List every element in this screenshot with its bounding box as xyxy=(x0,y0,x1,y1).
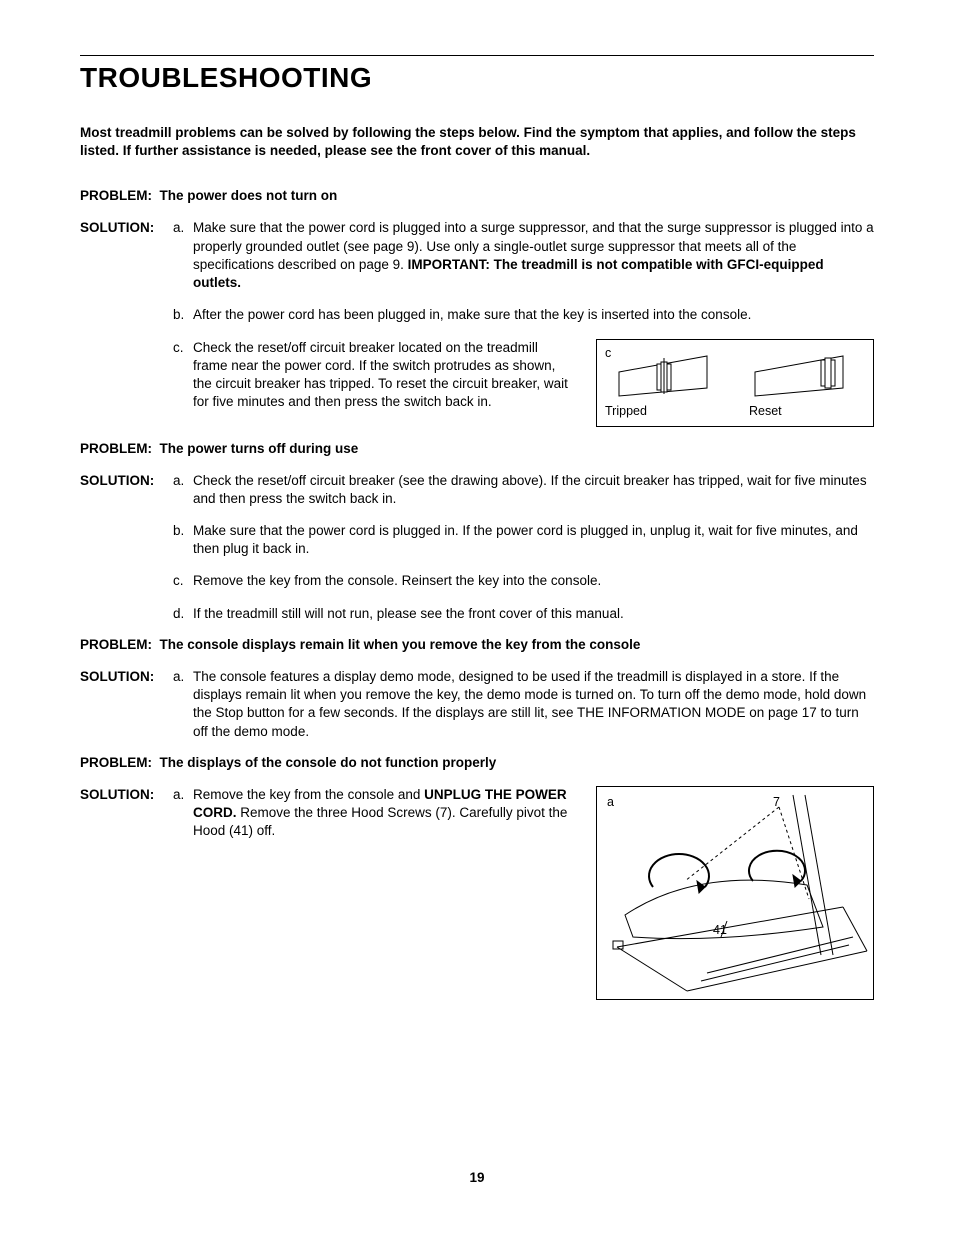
step-letter: a. xyxy=(173,786,193,841)
problem-2-solution-d: d. If the treadmill still will not run, … xyxy=(80,605,874,623)
problem-2-solution-a: SOLUTION: a. Check the reset/off circuit… xyxy=(80,472,874,508)
step-body: If the treadmill still will not run, ple… xyxy=(193,605,874,623)
step-body: Remove the key from the console and UNPL… xyxy=(193,786,573,841)
solution-label: SOLUTION: xyxy=(80,219,173,292)
problem-1-solution-c-row: c. Check the reset/off circuit breaker l… xyxy=(80,339,874,427)
solution-label: SOLUTION: xyxy=(80,472,173,508)
step-body: Check the reset/off circuit breaker (see… xyxy=(193,472,874,508)
hood-diagram-icon xyxy=(597,787,875,1001)
step-letter: a. xyxy=(173,668,193,741)
step-letter: b. xyxy=(173,306,193,324)
step-letter: a. xyxy=(173,219,193,292)
step-body: Check the reset/off circuit breaker loca… xyxy=(193,339,573,412)
step-letter: c. xyxy=(173,339,193,412)
figure-hood-removal: a 7 41 xyxy=(596,786,874,1000)
solution-label: SOLUTION: xyxy=(80,786,173,841)
step-letter: d. xyxy=(173,605,193,623)
problem-2-solution-b: b. Make sure that the power cord is plug… xyxy=(80,522,874,558)
step-body: Make sure that the power cord is plugged… xyxy=(193,219,874,292)
top-rule xyxy=(80,55,874,56)
tripped-label: Tripped xyxy=(605,404,647,418)
problem-2-heading: PROBLEM: The power turns off during use xyxy=(80,441,874,456)
problem-1-solution-a: SOLUTION: a. Make sure that the power co… xyxy=(80,219,874,292)
intro-text: Most treadmill problems can be solved by… xyxy=(80,124,874,160)
figure-circuit-breaker: c Tripped Reset xyxy=(596,339,874,427)
circuit-breaker-tripped-icon xyxy=(607,350,723,402)
problem-label: PROBLEM: xyxy=(80,755,152,770)
manual-page: TROUBLESHOOTING Most treadmill problems … xyxy=(0,0,954,1235)
problem-4-title: The displays of the console do not funct… xyxy=(160,755,497,770)
circuit-breaker-reset-icon xyxy=(743,350,859,402)
step-letter: b. xyxy=(173,522,193,558)
step-body: The console features a display demo mode… xyxy=(193,668,874,741)
step-letter: a. xyxy=(173,472,193,508)
step-body: Make sure that the power cord is plugged… xyxy=(193,522,874,558)
problem-3-heading: PROBLEM: The console displays remain lit… xyxy=(80,637,874,652)
problem-3-title: The console displays remain lit when you… xyxy=(160,637,641,652)
solution-label: SOLUTION: xyxy=(80,668,173,741)
problem-2-solution-c: c. Remove the key from the console. Rein… xyxy=(80,572,874,590)
page-title: TROUBLESHOOTING xyxy=(80,62,874,94)
problem-1-title: The power does not turn on xyxy=(160,188,338,203)
problem-1-solution-b: b. After the power cord has been plugged… xyxy=(80,306,874,324)
page-number: 19 xyxy=(0,1170,954,1185)
problem-4-heading: PROBLEM: The displays of the console do … xyxy=(80,755,874,770)
problem-1-heading: PROBLEM: The power does not turn on xyxy=(80,188,874,203)
problem-3-solution-a: SOLUTION: a. The console features a disp… xyxy=(80,668,874,741)
problem-label: PROBLEM: xyxy=(80,637,152,652)
step-body: After the power cord has been plugged in… xyxy=(193,306,874,324)
problem-label: PROBLEM: xyxy=(80,188,152,203)
reset-label: Reset xyxy=(749,404,782,418)
problem-2-title: The power turns off during use xyxy=(160,441,359,456)
step-letter: c. xyxy=(173,572,193,590)
problem-label: PROBLEM: xyxy=(80,441,152,456)
problem-4-solution-a-row: SOLUTION: a. Remove the key from the con… xyxy=(80,786,874,1000)
step-body: Remove the key from the console. Reinser… xyxy=(193,572,874,590)
